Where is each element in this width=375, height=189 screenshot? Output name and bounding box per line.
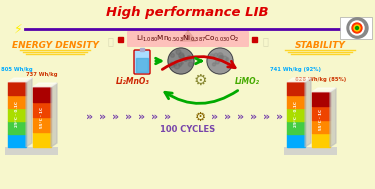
Text: »: » [276, 112, 284, 122]
Circle shape [217, 53, 223, 58]
Polygon shape [8, 121, 26, 134]
Polygon shape [330, 88, 336, 147]
Polygon shape [33, 117, 51, 132]
Text: »: » [99, 112, 106, 122]
Bar [252, 37, 257, 42]
Text: High performance LIB: High performance LIB [106, 6, 268, 19]
Polygon shape [287, 82, 305, 95]
Circle shape [352, 23, 362, 33]
Polygon shape [8, 82, 26, 95]
Bar [140, 48, 144, 51]
Text: STABILITY: STABILITY [295, 42, 345, 50]
Circle shape [180, 54, 184, 59]
Circle shape [176, 50, 181, 54]
Text: Li$_{1.080}$Mn$_{0.503}$Ni$_{0.387}$Co$_{0.030}$O$_2$: Li$_{1.080}$Mn$_{0.503}$Ni$_{0.387}$Co$_… [136, 34, 240, 44]
Text: ✋: ✋ [262, 36, 268, 46]
Polygon shape [180, 31, 196, 41]
Polygon shape [8, 108, 26, 121]
Polygon shape [26, 78, 32, 147]
Polygon shape [8, 95, 26, 108]
Polygon shape [33, 87, 51, 102]
FancyBboxPatch shape [134, 50, 150, 74]
Text: »: » [164, 112, 171, 122]
Polygon shape [287, 95, 305, 108]
Text: »: » [86, 112, 94, 122]
Text: 55°C - 1C: 55°C - 1C [40, 106, 44, 128]
Circle shape [357, 26, 360, 29]
Polygon shape [312, 88, 336, 92]
Text: »: » [251, 112, 258, 122]
Circle shape [219, 55, 223, 58]
Text: ⚡: ⚡ [13, 22, 22, 36]
Text: Li₂MnO₃: Li₂MnO₃ [116, 77, 150, 85]
Circle shape [207, 48, 233, 74]
Circle shape [347, 18, 367, 38]
Circle shape [219, 56, 222, 59]
Circle shape [214, 53, 217, 57]
Text: 805 Wh/kg: 805 Wh/kg [1, 67, 33, 72]
Text: ENERGY DENSITY: ENERGY DENSITY [12, 42, 98, 50]
Circle shape [184, 59, 187, 61]
Circle shape [351, 21, 365, 35]
Text: 737 Wh/kg: 737 Wh/kg [26, 72, 58, 77]
Polygon shape [312, 133, 330, 147]
Text: »: » [263, 112, 271, 122]
Circle shape [170, 62, 173, 65]
Circle shape [179, 63, 182, 66]
Polygon shape [33, 83, 57, 87]
Circle shape [170, 63, 174, 68]
Circle shape [226, 58, 229, 61]
Text: ⚙: ⚙ [193, 73, 207, 88]
Text: 29°C - 0.1C: 29°C - 0.1C [15, 101, 19, 127]
Polygon shape [287, 78, 311, 82]
Text: 100 CYCLES: 100 CYCLES [160, 125, 216, 133]
Polygon shape [287, 121, 305, 134]
Bar [136, 58, 148, 72]
Ellipse shape [173, 39, 203, 45]
Text: »: » [224, 112, 231, 122]
Circle shape [350, 21, 364, 35]
Circle shape [173, 63, 177, 66]
Circle shape [353, 23, 363, 33]
Circle shape [354, 25, 360, 31]
Text: 628 Wh/kg (85%): 628 Wh/kg (85%) [296, 77, 346, 82]
Circle shape [184, 58, 187, 61]
Polygon shape [51, 83, 57, 147]
Text: »: » [211, 112, 219, 122]
Polygon shape [33, 102, 51, 117]
FancyBboxPatch shape [5, 147, 58, 155]
Text: 29°C - 0.1C: 29°C - 0.1C [294, 101, 298, 127]
Polygon shape [8, 134, 26, 147]
Circle shape [348, 18, 368, 38]
Text: »: » [138, 112, 146, 122]
FancyBboxPatch shape [127, 31, 249, 47]
Circle shape [168, 48, 194, 74]
Circle shape [171, 53, 174, 57]
Text: »: » [125, 112, 133, 122]
Polygon shape [312, 106, 330, 119]
Text: »: » [237, 112, 244, 122]
Circle shape [210, 54, 214, 58]
Polygon shape [287, 134, 305, 147]
Text: »: » [290, 112, 297, 122]
Text: ✋: ✋ [107, 36, 113, 46]
Polygon shape [305, 78, 311, 147]
Polygon shape [312, 119, 330, 133]
Circle shape [356, 26, 358, 29]
Polygon shape [33, 132, 51, 147]
Bar [118, 37, 123, 42]
Text: 55°C - 1C: 55°C - 1C [319, 109, 323, 130]
Text: »: » [152, 112, 159, 122]
Circle shape [220, 56, 224, 59]
Polygon shape [340, 17, 372, 39]
Circle shape [212, 63, 216, 66]
Circle shape [181, 62, 183, 64]
Circle shape [355, 25, 361, 31]
Text: 741 Wh/kg (92%): 741 Wh/kg (92%) [270, 67, 321, 72]
Text: ⚙: ⚙ [194, 111, 206, 123]
Text: LiMO₂: LiMO₂ [234, 77, 260, 85]
Polygon shape [312, 92, 330, 106]
Circle shape [178, 53, 184, 58]
Circle shape [187, 56, 192, 61]
